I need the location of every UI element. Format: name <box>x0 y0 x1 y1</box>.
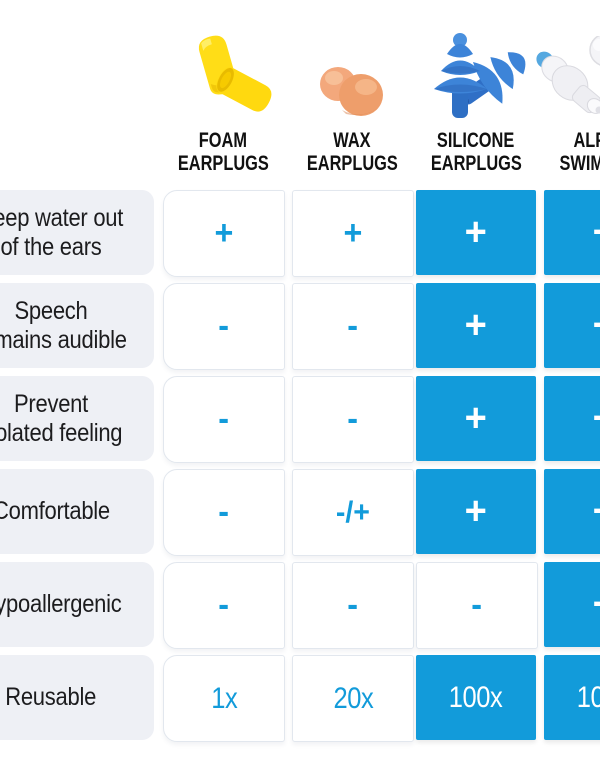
row-label-reusable: Reusable <box>0 655 154 740</box>
row-label-text: Hypoallergenic <box>0 590 122 618</box>
table-cell: 100x <box>416 655 536 740</box>
column-title-line: SILICONE <box>437 129 515 152</box>
cell-value: - <box>218 400 230 438</box>
alpine-swimsafe-earplugs-icon <box>536 36 600 114</box>
cell-value: + <box>593 396 600 441</box>
row-label-prevent-isolated-feeling: Prevent isolated feeling <box>0 376 154 461</box>
table-cell: 100x <box>544 655 600 740</box>
table-cell: + <box>544 376 600 461</box>
row-label-text: Comfortable <box>0 497 110 525</box>
cell-value: + <box>464 303 488 347</box>
table-cell: - <box>292 283 414 370</box>
cell-value: - <box>347 400 359 438</box>
column-title-line: FOAM <box>198 129 248 152</box>
foam-earplugs-icon <box>198 35 272 112</box>
cell-value: - <box>347 586 359 624</box>
table-cell: - <box>163 562 285 649</box>
table-cell: + <box>292 190 414 277</box>
column-title-line: EARPLUGS <box>430 152 522 175</box>
row-label-speech-audible: Speech remains audible <box>0 283 154 368</box>
table-cell: + <box>544 190 600 275</box>
column-header-wax: WAX EARPLUGS <box>292 129 412 183</box>
row-label-text: Speech remains audible <box>0 296 127 354</box>
cell-value: + <box>593 582 600 627</box>
table-cell: - <box>292 562 414 649</box>
column-title-line: EARPLUGS <box>177 152 269 175</box>
silicone-earplugs-icon <box>434 33 526 118</box>
column-header-silicone: SILICONE EARPLUGS <box>416 129 536 183</box>
table-cell: - <box>163 376 285 463</box>
cell-value: + <box>464 210 488 254</box>
table-cell: - <box>163 283 285 370</box>
cell-value: - <box>218 586 230 624</box>
cell-value: - <box>347 307 359 345</box>
cell-value: - <box>218 307 230 345</box>
table-cell: + <box>544 562 600 647</box>
cell-value: 20x <box>333 681 373 715</box>
cell-value: - <box>471 586 483 624</box>
table-cell: + <box>416 283 536 368</box>
table-cell: 20x <box>292 655 414 742</box>
table-cell: + <box>163 190 285 277</box>
row-label-text: Prevent isolated feeling <box>0 389 123 447</box>
column-title-line: SWIMSAFE <box>559 152 600 175</box>
cell-value: 100x <box>577 680 600 714</box>
row-label-hypoallergenic: Hypoallergenic <box>0 562 154 647</box>
table-cell: - <box>292 376 414 463</box>
row-label-keep-water-out: Keep water out of the ears <box>0 190 154 275</box>
cell-value: + <box>464 396 488 440</box>
cell-value: + <box>464 489 488 533</box>
cell-value: + <box>343 214 363 252</box>
row-label-comfortable: Comfortable <box>0 469 154 554</box>
column-title-line: WAX <box>333 129 371 152</box>
wax-earplugs-icon <box>320 67 383 116</box>
cell-value: + <box>593 489 600 534</box>
cell-value: - <box>218 493 230 531</box>
table-cell: + <box>416 190 536 275</box>
column-header-alpine-swimsafe: ALPINE SWIMSAFE <box>544 129 600 183</box>
table-cell: + <box>416 376 536 461</box>
row-label-text: Keep water out of the ears <box>0 203 124 261</box>
column-title-line: ALPINE <box>573 129 600 152</box>
table-cell: + <box>416 469 536 554</box>
table-cell: + <box>544 469 600 554</box>
table-cell: - <box>416 562 538 649</box>
row-label-text: Reusable <box>5 683 97 711</box>
cell-value: + <box>214 214 234 252</box>
column-title-line: EARPLUGS <box>306 152 398 175</box>
column-header-foam: FOAM EARPLUGS <box>163 129 283 183</box>
cell-value: 1x <box>210 681 238 715</box>
table-cell: + <box>544 283 600 368</box>
cell-value: + <box>593 303 600 348</box>
table-cell: - <box>163 469 285 556</box>
table-cell: 1x <box>163 655 285 742</box>
cell-value: -/+ <box>335 495 371 529</box>
cell-value: 100x <box>449 680 503 714</box>
table-cell: -/+ <box>292 469 414 556</box>
cell-value: + <box>593 210 600 255</box>
